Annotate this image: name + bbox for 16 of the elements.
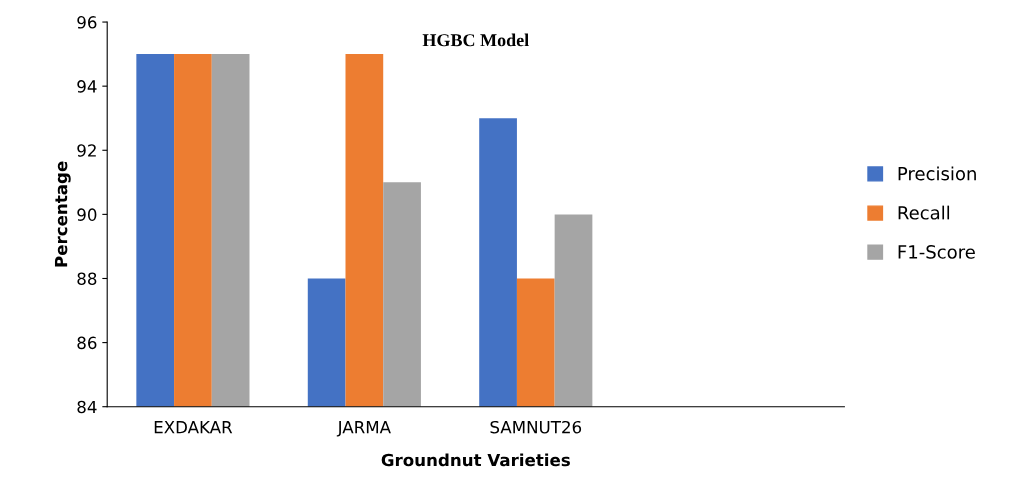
x-axis-title: Groundnut Varieties: [381, 453, 570, 467]
y-tick-label: 92: [77, 144, 96, 157]
legend-label: Recall: [898, 205, 950, 220]
y-tick-label: 96: [77, 16, 97, 29]
y-tick-label: 86: [77, 336, 97, 350]
y-tick-label: 90: [77, 208, 97, 221]
legend-label: F1-Score: [898, 245, 975, 259]
x-tick-label: SAMNUT26: [490, 420, 582, 434]
chart-title: HGBC Model: [422, 33, 529, 47]
y-tick-label: 94: [77, 80, 97, 93]
legend-label: Precision: [898, 166, 976, 181]
y-axis-title: Percentage: [54, 161, 71, 267]
x-tick-label: JARMA: [336, 421, 391, 437]
x-tick-label: EXDAKAR: [154, 421, 233, 434]
y-tick-label: 88: [77, 272, 97, 286]
y-tick-label: 84: [77, 400, 97, 414]
